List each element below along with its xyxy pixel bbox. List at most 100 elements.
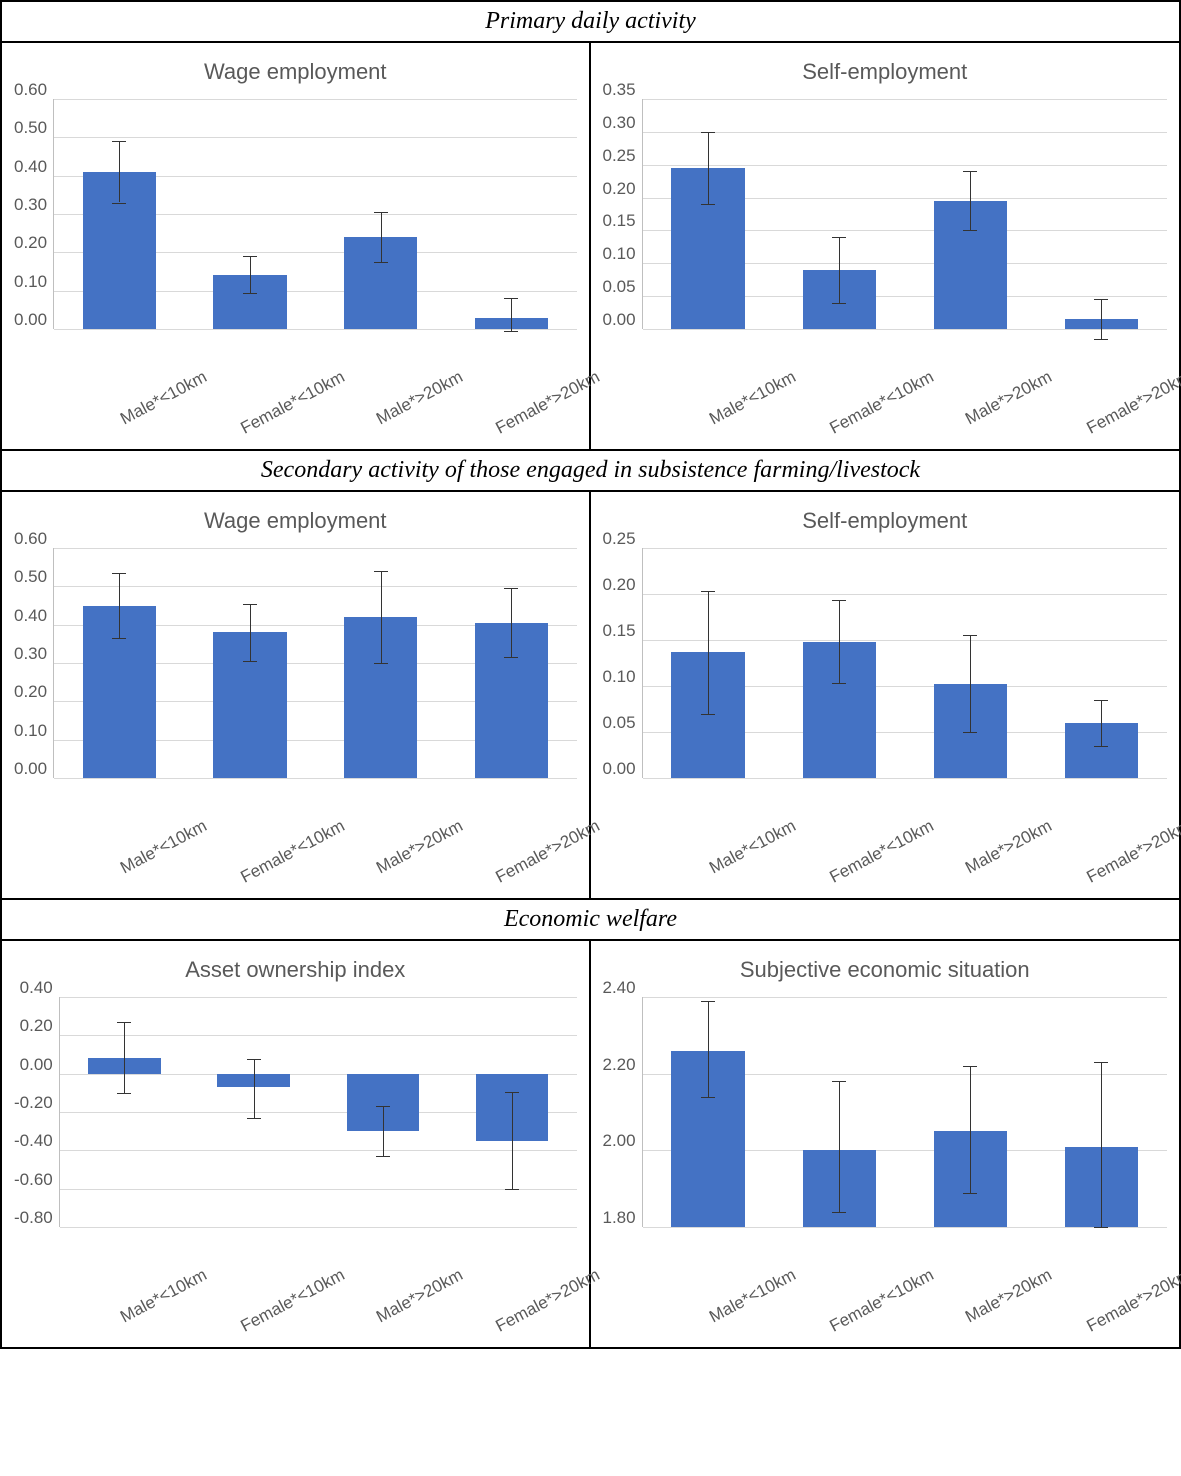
- bar-slot: [60, 997, 189, 1227]
- error-cap: [701, 132, 715, 133]
- bars-layer: [643, 99, 1167, 329]
- error-cap: [374, 212, 388, 213]
- bar-slot: [447, 997, 576, 1227]
- error-cap: [963, 1066, 977, 1067]
- error-cap: [117, 1093, 131, 1094]
- plot-area: [53, 548, 576, 778]
- bar-slot: [1036, 997, 1167, 1227]
- bar-slot: [905, 997, 1036, 1227]
- gridline: [54, 778, 576, 779]
- bar-slot: [446, 548, 577, 778]
- error-cap: [1094, 299, 1108, 300]
- y-tick-label: 0.20: [603, 179, 636, 198]
- chart-area: 2.402.202.001.80: [603, 997, 1168, 1227]
- error-cap: [832, 237, 846, 238]
- figure-container: Primary daily activityWage employment0.6…: [0, 0, 1181, 1349]
- error-cap: [1094, 1227, 1108, 1228]
- plot-area: [59, 997, 577, 1227]
- chart-area: 0.350.300.250.200.150.100.050.00: [603, 99, 1168, 329]
- error-cap: [701, 591, 715, 592]
- y-tick-label: 0.50: [14, 567, 47, 586]
- y-tick-label: 0.30: [603, 113, 636, 132]
- error-bar: [839, 237, 840, 303]
- error-cap: [504, 298, 518, 299]
- plot-area: [642, 997, 1167, 1227]
- y-tick-label: 0.00: [603, 759, 636, 778]
- error-bar: [254, 1059, 255, 1117]
- error-cap: [701, 1001, 715, 1002]
- error-cap: [832, 600, 846, 601]
- x-tick-label: Female*>20km: [1083, 367, 1181, 439]
- y-tick-label: 0.25: [603, 146, 636, 165]
- error-cap: [505, 1092, 519, 1093]
- error-bar: [970, 171, 971, 230]
- section-header: Primary daily activity: [2, 2, 1179, 43]
- error-cap: [832, 683, 846, 684]
- x-axis: Male*<10kmFemale*<10kmMale*>20kmFemale*>…: [14, 1237, 577, 1347]
- error-cap: [243, 661, 257, 662]
- chart-title: Wage employment: [14, 508, 577, 534]
- y-tick-label: 2.40: [603, 978, 636, 997]
- bars-layer: [643, 997, 1167, 1227]
- error-cap: [247, 1118, 261, 1119]
- y-tick-label: 0.00: [20, 1055, 53, 1074]
- error-cap: [832, 1081, 846, 1082]
- error-cap: [1094, 746, 1108, 747]
- error-bar: [250, 604, 251, 662]
- y-tick-label: 0.00: [603, 310, 636, 329]
- x-tick-label: Female*>20km: [1083, 816, 1181, 888]
- chart-row: Wage employment0.600.500.400.300.200.100…: [2, 492, 1179, 898]
- error-bar: [839, 600, 840, 683]
- error-bar: [839, 1081, 840, 1211]
- gridline: [60, 1227, 577, 1228]
- chart-area: 0.600.500.400.300.200.100.00: [14, 99, 577, 329]
- y-tick-label: 0.15: [603, 621, 636, 640]
- error-bar: [1101, 299, 1102, 338]
- error-cap: [374, 663, 388, 664]
- error-cap: [243, 293, 257, 294]
- error-bar: [511, 588, 512, 657]
- y-tick-label: 0.05: [603, 713, 636, 732]
- bar-slot: [905, 99, 1036, 329]
- bar-slot: [1036, 548, 1167, 778]
- gridline: [643, 1227, 1167, 1228]
- y-tick-label: 0.10: [603, 667, 636, 686]
- chart-area: 0.600.500.400.300.200.100.00: [14, 548, 577, 778]
- error-bar: [250, 256, 251, 292]
- bars-layer: [643, 548, 1167, 778]
- y-tick-label: 0.40: [14, 157, 47, 176]
- section-header: Secondary activity of those engaged in s…: [2, 449, 1179, 492]
- y-tick-label: 0.15: [603, 211, 636, 230]
- error-cap: [504, 331, 518, 332]
- error-bar: [119, 141, 120, 202]
- error-cap: [504, 657, 518, 658]
- bar-slot: [189, 997, 318, 1227]
- x-axis: Male*<10kmFemale*<10kmMale*>20kmFemale*>…: [14, 339, 577, 449]
- y-tick-label: 0.20: [14, 682, 47, 701]
- plot-area: [642, 99, 1167, 329]
- y-tick-label: -0.80: [14, 1208, 53, 1227]
- y-tick-label: 0.10: [603, 244, 636, 263]
- chart-row: Asset ownership index0.400.200.00-0.20-0…: [2, 941, 1179, 1347]
- error-cap: [247, 1059, 261, 1060]
- y-tick-label: 0.60: [14, 529, 47, 548]
- bar-slot: [315, 548, 446, 778]
- chart-area: 0.400.200.00-0.20-0.40-0.60-0.80: [14, 997, 577, 1227]
- error-cap: [1094, 1062, 1108, 1063]
- x-tick-label: Female*>20km: [1083, 1265, 1181, 1337]
- error-bar: [708, 591, 709, 713]
- y-axis: 0.600.500.400.300.200.100.00: [14, 99, 53, 329]
- y-tick-label: -0.20: [14, 1093, 53, 1112]
- error-bar: [970, 1066, 971, 1193]
- chart-title: Wage employment: [14, 59, 577, 85]
- y-tick-label: 0.30: [14, 644, 47, 663]
- chart-title: Self-employment: [603, 508, 1168, 534]
- bar-slot: [643, 99, 774, 329]
- error-cap: [243, 256, 257, 257]
- y-tick-label: 0.05: [603, 277, 636, 296]
- error-cap: [701, 714, 715, 715]
- x-tick-label: Female*>20km: [493, 816, 604, 888]
- gridline: [643, 329, 1167, 330]
- y-tick-label: 0.20: [14, 233, 47, 252]
- bar-slot: [185, 548, 316, 778]
